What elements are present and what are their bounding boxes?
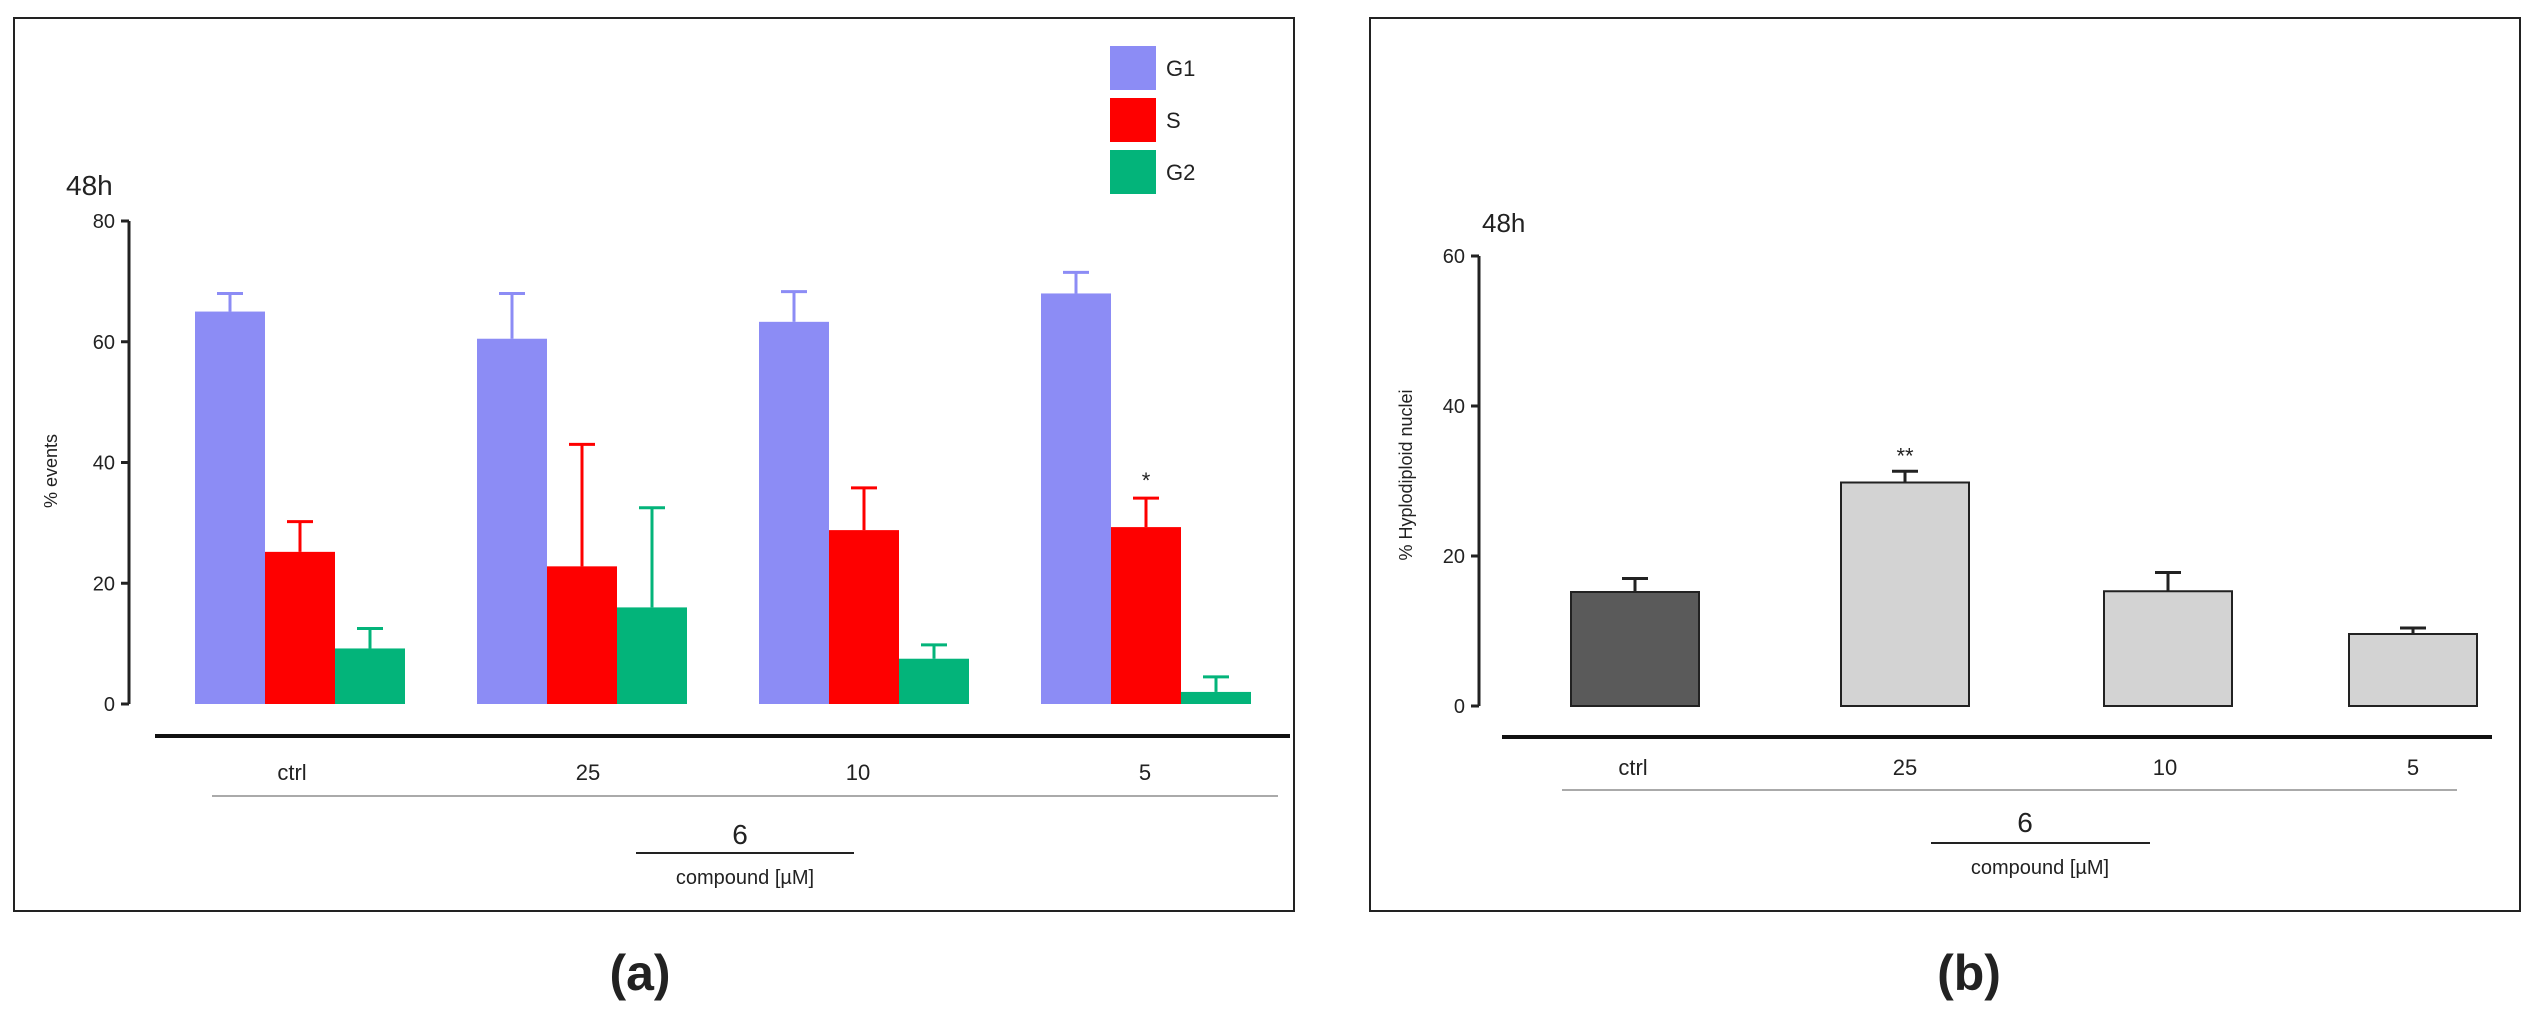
bar-25 xyxy=(1840,481,1970,707)
bar-g2-5 xyxy=(1181,691,1251,704)
panel-a-y-axis-tick-label: 0 xyxy=(104,694,115,716)
panel-b: 48h % Hyplodiploid nuclei 0 20 40 60 ** ctr… xyxy=(1369,17,2521,912)
panel-b-x-tick-labels: ctrl 25 10 5 xyxy=(1618,755,2419,780)
x-tick-label-ctrl: ctrl xyxy=(1618,755,1647,780)
significance-marker: ** xyxy=(1896,443,1914,468)
panel-a-time-label: 48h xyxy=(66,170,113,201)
bar-g1-ctrl xyxy=(195,311,265,704)
bar-10 xyxy=(2103,590,2233,707)
panel-a-x-tick-labels: ctrl 25 10 5 xyxy=(277,760,1151,785)
panel-a-y-axis-tick-label: 20 xyxy=(93,573,115,595)
panel-a-y-axis-tick-label: 40 xyxy=(93,453,115,475)
panel-b-y-axis-tick-label: 0 xyxy=(1454,696,1465,718)
x-tick-label-25: 25 xyxy=(1893,755,1917,780)
panel-a-y-axis-title: % events xyxy=(41,434,61,508)
panel-b-compound-label: compound [µM] xyxy=(1971,857,2109,879)
bar-s-10 xyxy=(829,530,899,704)
bar-ctrl xyxy=(1570,591,1700,707)
panel-a: 48h % events G1 S G2 0 20 40 60 80 * ctrl 25 10 5… xyxy=(13,17,1295,912)
panel-a-compound-label: compound [µM] xyxy=(676,867,814,889)
panel-a-frame xyxy=(13,17,1295,912)
x-tick-label-ctrl: ctrl xyxy=(277,760,306,785)
bar-g1-5 xyxy=(1041,293,1111,704)
bar-s-25 xyxy=(547,566,617,704)
bar-5 xyxy=(2348,633,2478,707)
x-tick-label-5: 5 xyxy=(2407,755,2419,780)
bar-s-ctrl xyxy=(265,551,335,704)
panel-a-legend: G1 S G2 xyxy=(1110,46,1195,194)
legend-label-s: S xyxy=(1166,108,1181,133)
panel-b-bars: ** xyxy=(1570,443,2478,707)
legend-swatch-g2 xyxy=(1110,150,1156,194)
panel-b-y-axis-title: % Hyplodiploid nuclei xyxy=(1396,389,1416,560)
panel-a-y-axis-tick-label: 80 xyxy=(93,211,115,233)
bar-g1-25 xyxy=(477,338,547,704)
legend-label-g1: G1 xyxy=(1166,56,1195,81)
bar-g2-10 xyxy=(899,658,969,704)
panel-a-y-axis: 0 20 40 60 80 xyxy=(93,211,131,716)
panel-b-y-axis: 0 20 40 60 xyxy=(1443,246,1481,718)
bar-s-5 xyxy=(1111,527,1181,704)
panel-b-time-label: 48h xyxy=(1482,208,1525,238)
panel-b-compound-number: 6 xyxy=(2017,807,2033,838)
panel-a-caption: (a) xyxy=(609,945,670,1001)
panel-b-y-axis-tick-label: 20 xyxy=(1443,546,1465,568)
legend-label-g2: G2 xyxy=(1166,160,1195,185)
significance-marker: * xyxy=(1142,468,1151,493)
bar-g1-10 xyxy=(759,321,829,704)
panel-b-caption: (b) xyxy=(1937,945,2001,1001)
panel-a-bars: * xyxy=(195,270,1251,704)
panel-a-compound-number: 6 xyxy=(732,819,748,850)
bar-g2-ctrl xyxy=(335,648,405,704)
bar-g2-25 xyxy=(617,607,687,704)
panel-b-frame xyxy=(1369,17,2521,912)
x-tick-label-5: 5 xyxy=(1139,760,1151,785)
x-tick-label-25: 25 xyxy=(576,760,600,785)
panel-a-y-axis-tick-label: 60 xyxy=(93,332,115,354)
panel-b-y-axis-tick-label: 40 xyxy=(1443,396,1465,418)
legend-swatch-g1 xyxy=(1110,46,1156,90)
legend-swatch-s xyxy=(1110,98,1156,142)
x-tick-label-10: 10 xyxy=(846,760,870,785)
panel-b-y-axis-tick-label: 60 xyxy=(1443,246,1465,268)
x-tick-label-10: 10 xyxy=(2153,755,2177,780)
